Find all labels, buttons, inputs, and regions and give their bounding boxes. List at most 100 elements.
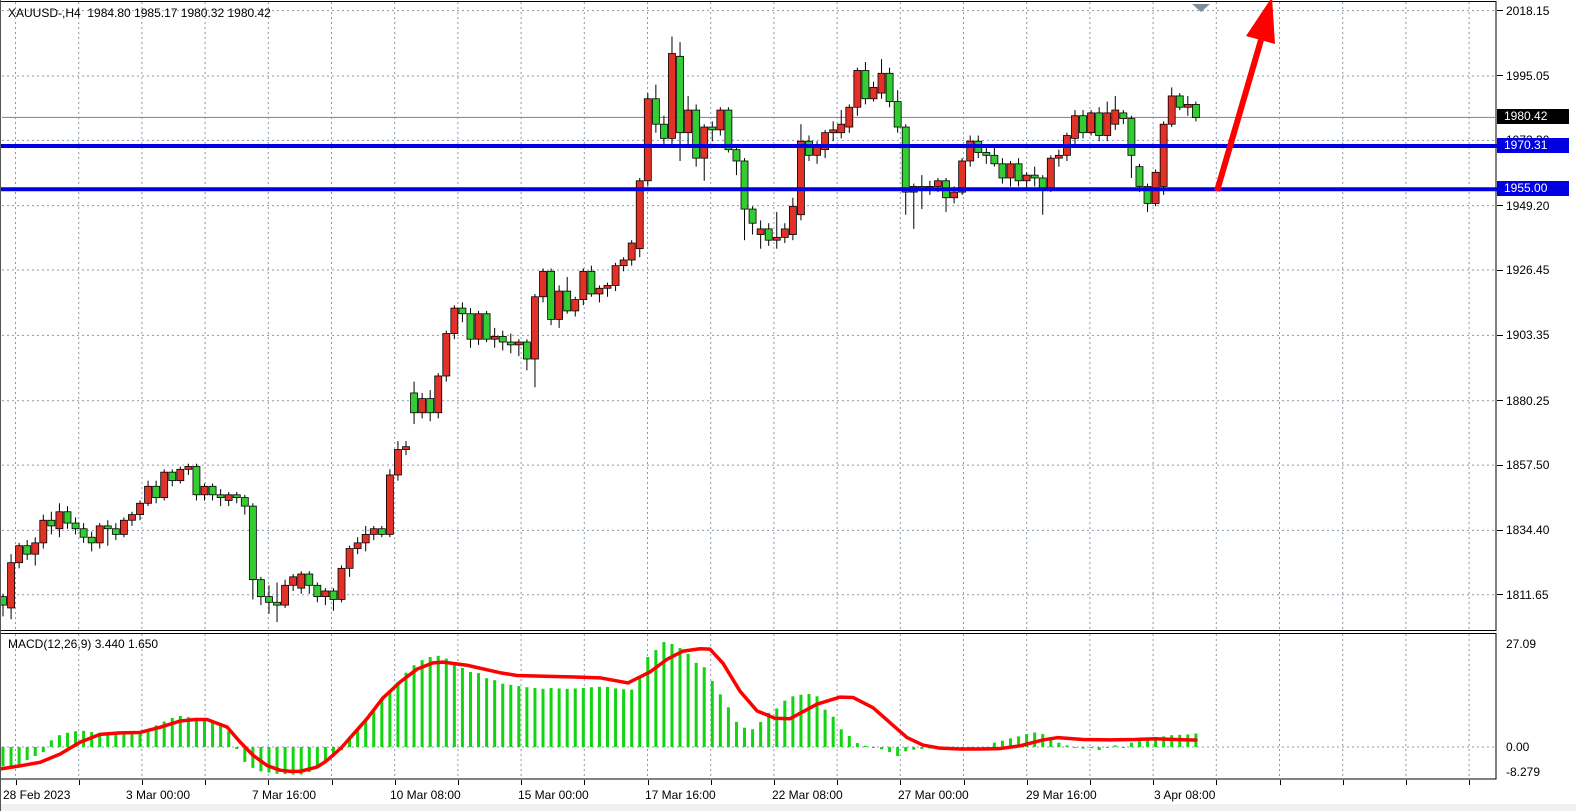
price-axis-tick	[1497, 400, 1503, 402]
macd-histogram-bar	[597, 686, 601, 748]
candle-body	[305, 573, 314, 586]
candle-body	[660, 123, 668, 139]
macd-histogram-bar	[130, 732, 134, 748]
macd-histogram-bar	[267, 747, 271, 773]
level-price-label[interactable]: 1970.31	[1497, 137, 1569, 153]
candle-body	[1135, 166, 1144, 187]
macd-histogram-bar	[1057, 742, 1061, 748]
candle-body	[651, 98, 660, 125]
candle-body	[1046, 157, 1055, 190]
time-axis-label: 3 Mar 00:00	[126, 788, 191, 802]
candle-body	[321, 590, 330, 598]
macd-histogram-bar	[82, 730, 86, 748]
axis-bottom-strip	[0, 804, 1576, 811]
macd-histogram-bar	[702, 667, 706, 748]
price-axis[interactable]: 2018.151995.051972.301949.201926.451903.…	[1497, 0, 1576, 811]
candle-body	[797, 140, 805, 216]
macd-histogram-bar	[283, 747, 287, 775]
window-left-edge	[0, 0, 1, 811]
macd-histogram-bar	[194, 718, 198, 748]
candle-body	[224, 494, 233, 501]
candle-body	[708, 126, 717, 131]
macd-histogram-bar	[871, 747, 875, 749]
time-axis-tick	[710, 780, 712, 785]
candle-body	[361, 533, 370, 544]
level-price-label[interactable]: 1955.00	[1497, 181, 1569, 197]
time-axis-tick	[1153, 780, 1155, 785]
candle-body	[506, 341, 515, 346]
candle-body	[547, 270, 555, 320]
macd-histogram-bar	[485, 678, 489, 748]
candle-body	[571, 299, 580, 312]
candle-body	[531, 296, 539, 360]
price-axis-tick	[1497, 529, 1503, 531]
price-axis-label: 1880.25	[1506, 393, 1550, 408]
macd-histogram-bar	[831, 716, 835, 748]
candle-body	[63, 511, 72, 524]
macd-pane[interactable]: MACD(12,26,9) 3.440 1.650	[0, 633, 1497, 780]
candle-body	[821, 132, 830, 151]
candle-body	[458, 307, 467, 315]
candle-body	[103, 525, 112, 530]
candle-body	[1054, 154, 1063, 159]
macd-histogram-bar	[726, 707, 730, 748]
time-axis[interactable]: 28 Feb 2023 3 Mar 00:00 7 Mar 16:00 10 Mar …	[0, 780, 1576, 811]
macd-histogram-bar	[211, 721, 215, 748]
candle-body	[724, 109, 733, 151]
candle-body	[619, 259, 628, 267]
macd-histogram-bar	[589, 687, 593, 748]
candle-body	[982, 152, 991, 156]
candle-body	[337, 567, 346, 600]
time-axis-tick	[647, 780, 649, 785]
macd-histogram-bar	[1097, 747, 1101, 751]
time-axis-label: 7 Mar 16:00	[252, 788, 317, 802]
time-axis-tick	[1216, 780, 1218, 785]
macd-histogram-bar	[1009, 738, 1012, 748]
candle-body	[200, 485, 209, 496]
macd-histogram-bar	[904, 747, 908, 752]
macd-histogram-bar	[880, 747, 884, 750]
candle-body	[853, 70, 862, 108]
time-axis-tick	[15, 780, 17, 785]
candle-body	[498, 335, 507, 343]
macd-histogram-bar	[460, 667, 464, 748]
macd-histogram-bar	[388, 691, 392, 748]
trend-arrow-head[interactable]	[1246, 0, 1275, 44]
macd-histogram-bar	[436, 655, 440, 748]
time-axis-label: 17 Mar 16:00	[645, 788, 716, 802]
candle-body	[329, 590, 338, 600]
price-axis-tick	[1497, 334, 1503, 336]
candle-body	[869, 87, 878, 100]
macd-histogram-bar	[57, 735, 61, 748]
macd-pane-frame	[0, 633, 1497, 780]
candle-body	[87, 536, 96, 544]
chart-shift-marker-icon[interactable]	[1192, 4, 1210, 12]
macd-histogram-bar	[444, 658, 448, 748]
candle-body	[563, 290, 572, 312]
trend-arrow-shaft[interactable]	[1214, 39, 1264, 192]
macd-histogram-bar	[678, 647, 682, 748]
macd-histogram-bar	[1137, 740, 1141, 748]
candle-body	[15, 545, 24, 564]
macd-histogram-bar	[122, 733, 126, 748]
candle-body	[289, 576, 298, 586]
macd-histogram-bar	[1162, 736, 1166, 748]
macd-axis-label: 0.00	[1506, 740, 1530, 754]
macd-histogram-bar	[614, 688, 618, 748]
price-axis-label: 1926.45	[1506, 263, 1550, 278]
macd-histogram-bar	[114, 734, 118, 748]
candle-body	[595, 287, 604, 295]
candle-body	[120, 519, 128, 535]
price-axis-label: 1811.65	[1506, 587, 1549, 602]
candle-body	[885, 72, 894, 102]
candle-body	[966, 140, 975, 162]
candle-body	[1159, 123, 1168, 187]
time-axis-tick	[331, 780, 333, 785]
macd-histogram-bar	[170, 717, 174, 748]
candlestick-chart	[0, 0, 1497, 631]
macd-histogram-bar	[1081, 747, 1085, 749]
price-pane[interactable]: XAUUSD-,H4 1984.80 1985.17 1980.32 1980.…	[0, 0, 1497, 633]
candle-body	[829, 129, 838, 134]
candle-body	[877, 72, 886, 94]
candle-body	[168, 471, 177, 482]
